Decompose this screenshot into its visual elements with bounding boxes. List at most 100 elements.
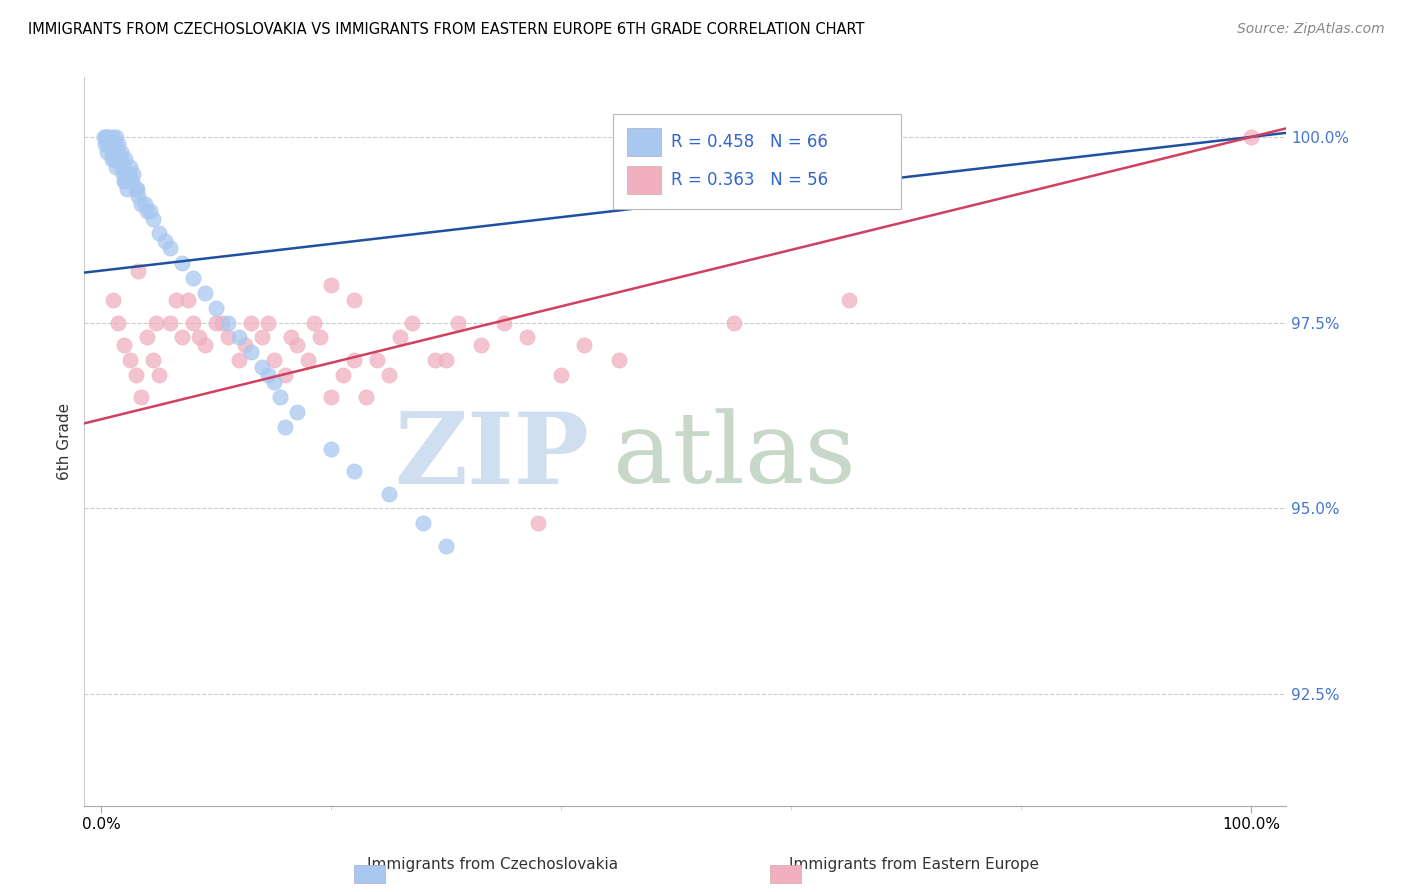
Point (285, 338, 308, 352)
Point (378, 486, 401, 500)
Point (115, 182, 138, 196)
Point (838, 293, 860, 308)
Point (111, 160, 134, 174)
Point (343, 293, 366, 308)
Point (100, 137, 122, 152)
Point (205, 301, 228, 315)
Point (127, 263, 149, 277)
Point (217, 316, 239, 330)
Point (321, 442, 343, 456)
Point (252, 360, 274, 375)
Point (308, 330, 330, 344)
Point (94, 129, 117, 144)
Point (105, 160, 128, 174)
Point (94, 129, 117, 144)
Point (159, 241, 181, 255)
Point (239, 345, 262, 359)
Point (423, 352, 446, 367)
Point (527, 516, 550, 531)
Point (121, 174, 143, 188)
Point (134, 196, 156, 211)
Point (574, 338, 596, 352)
Point (252, 330, 274, 344)
Point (239, 316, 262, 330)
Point (105, 129, 128, 144)
Point (101, 293, 124, 308)
FancyBboxPatch shape (627, 166, 661, 194)
Point (127, 189, 149, 203)
Point (176, 293, 198, 308)
Point (101, 145, 124, 159)
Point (194, 338, 217, 352)
Point (228, 330, 250, 344)
Point (280, 330, 302, 344)
Point (114, 174, 136, 188)
Point (302, 316, 325, 330)
Point (131, 196, 153, 211)
Point (1240, 129, 1263, 144)
Point (607, 352, 630, 367)
Point (159, 316, 181, 330)
Point (101, 129, 124, 144)
Point (112, 167, 135, 181)
Point (181, 316, 204, 330)
Point (108, 152, 131, 166)
Point (332, 368, 354, 382)
Point (285, 405, 308, 419)
Text: IMMIGRANTS FROM CZECHOSLOVAKIA VS IMMIGRANTS FROM EASTERN EUROPE 6TH GRADE CORRE: IMMIGRANTS FROM CZECHOSLOVAKIA VS IMMIGR… (28, 22, 865, 37)
Point (170, 256, 193, 270)
Point (263, 352, 285, 367)
Point (93, 129, 115, 144)
Point (105, 145, 128, 159)
Point (401, 316, 423, 330)
Point (131, 390, 153, 404)
Point (194, 285, 217, 300)
Text: atlas: atlas (613, 409, 856, 504)
Text: ZIP: ZIP (394, 408, 589, 505)
Point (136, 204, 159, 219)
Point (550, 368, 572, 382)
Point (434, 539, 457, 553)
Text: R = 0.458   N = 66: R = 0.458 N = 66 (671, 133, 827, 152)
Point (117, 167, 139, 181)
Point (122, 167, 145, 181)
Point (217, 330, 239, 344)
Point (181, 271, 204, 285)
Point (516, 330, 538, 344)
Point (389, 330, 412, 344)
Point (98, 129, 121, 144)
Point (343, 464, 366, 478)
Point (257, 316, 280, 330)
Point (148, 227, 170, 241)
Point (125, 182, 148, 196)
Point (257, 368, 280, 382)
Point (378, 368, 401, 382)
Point (297, 352, 319, 367)
Point (412, 516, 434, 531)
Point (125, 368, 148, 382)
Y-axis label: 6th Grade: 6th Grade (58, 403, 72, 480)
Point (112, 174, 135, 188)
Point (228, 352, 250, 367)
Text: Immigrants from Eastern Europe: Immigrants from Eastern Europe (789, 857, 1039, 872)
Point (107, 316, 129, 330)
Point (145, 316, 167, 330)
Point (165, 293, 187, 308)
Point (148, 368, 170, 382)
Point (104, 137, 127, 152)
Point (100, 152, 122, 166)
Point (723, 316, 745, 330)
Text: Source: ZipAtlas.com: Source: ZipAtlas.com (1237, 22, 1385, 37)
FancyBboxPatch shape (613, 114, 901, 209)
Point (170, 330, 193, 344)
Point (188, 330, 211, 344)
Point (93, 137, 115, 152)
Point (142, 352, 165, 367)
Point (136, 330, 159, 344)
Point (107, 137, 129, 152)
Point (112, 338, 135, 352)
Point (97, 137, 120, 152)
Point (110, 145, 132, 159)
Point (98, 137, 121, 152)
Point (100, 137, 122, 152)
